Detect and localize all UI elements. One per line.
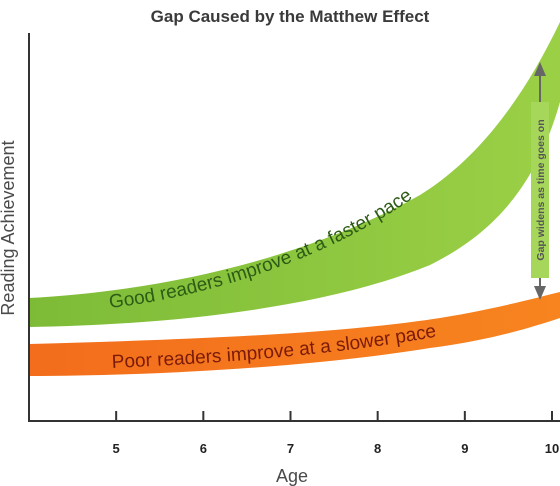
x-tick-label: 6 [200,441,207,456]
x-tick-label: 7 [287,441,294,456]
x-tick-label: 10 [545,441,559,456]
good-readers-band [29,22,560,327]
x-tick-label: 5 [113,441,120,456]
y-axis-label: Reading Achievement [0,140,18,315]
gap-note: Gap widens as time goes on [535,119,547,260]
poor-readers-band [29,292,560,376]
arrow-down-icon [534,286,546,300]
gap-note-background [531,102,549,278]
x-axis-ticks: 5 6 7 8 9 10 [113,411,559,456]
chart-title: Gap Caused by the Matthew Effect [151,7,430,26]
x-axis-label: Age [276,466,308,486]
arrow-up-icon [534,62,546,76]
x-tick-label: 8 [374,441,381,456]
x-tick-label: 9 [461,441,468,456]
